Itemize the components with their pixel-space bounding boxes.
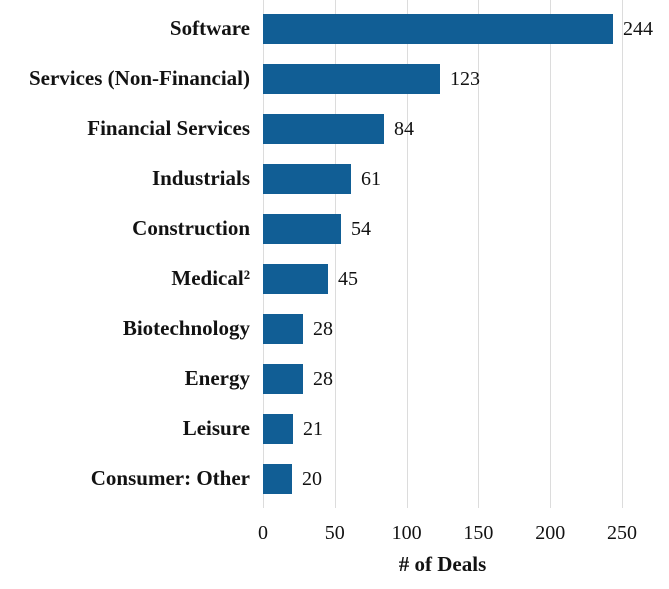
- chart-row: Medical² 45: [0, 254, 669, 304]
- bar: [263, 64, 440, 94]
- plot-cell: 54: [250, 204, 669, 254]
- category-label: Energy: [184, 366, 250, 391]
- chart-row: Industrials 61: [0, 154, 669, 204]
- value-label: 20: [302, 467, 322, 490]
- x-tick-label-150: 150: [463, 522, 494, 544]
- category-label: Medical²: [171, 266, 250, 291]
- gridline-x-150: [478, 0, 480, 508]
- x-tick-label-0: 0: [258, 522, 268, 544]
- plot-cell: 20: [250, 454, 669, 504]
- value-label: 28: [313, 317, 333, 340]
- bar: [263, 164, 351, 194]
- value-label: 84: [394, 117, 414, 140]
- bar: [263, 14, 613, 44]
- chart-row: Energy 28: [0, 354, 669, 404]
- chart-row: Consumer: Other 20: [0, 454, 669, 504]
- gridline-x-250: [622, 0, 623, 508]
- bar: [263, 364, 303, 394]
- plot-cell: 21: [250, 404, 669, 454]
- plot-cell: 244: [250, 4, 669, 54]
- chart-row: Financial Services 84: [0, 104, 669, 154]
- x-tick-label-50: 50: [324, 522, 345, 544]
- category-label: Biotechnology: [122, 316, 250, 341]
- gridline-x-200: [550, 0, 552, 508]
- plot-cell: 84: [250, 104, 669, 154]
- value-label: 45: [338, 267, 358, 290]
- plot-cell: 61: [250, 154, 669, 204]
- x-tick-label-200: 200: [535, 522, 566, 544]
- x-axis-title: # of Deals: [398, 552, 487, 576]
- gridline-x-0: [263, 0, 264, 508]
- plot-area: Software 244 Services (Non-Financial) 123 Fi…: [0, 0, 669, 508]
- plot-cell: 28: [250, 354, 669, 404]
- plot-cell: 28: [250, 304, 669, 354]
- x-tick-label-250: 250: [607, 522, 637, 544]
- category-label: Financial Services: [87, 116, 250, 141]
- bar: [263, 114, 384, 144]
- value-label: 123: [450, 67, 480, 90]
- value-label: 21: [303, 417, 323, 440]
- value-label: 61: [361, 167, 381, 190]
- category-label: Software: [169, 16, 250, 41]
- plot-cell: 45: [250, 254, 669, 304]
- chart-row: Software 244: [0, 4, 669, 54]
- bar: [263, 214, 341, 244]
- value-label: 28: [313, 367, 333, 390]
- category-label: Construction: [132, 216, 250, 241]
- category-label: Consumer: Other: [90, 466, 250, 491]
- x-axis-ticks: 0 50 100 150 200 250: [0, 508, 669, 550]
- bar: [263, 264, 328, 294]
- value-label: 54: [351, 217, 371, 240]
- plot-cell: 123: [250, 54, 669, 104]
- chart-row: Leisure 21: [0, 404, 669, 454]
- category-label: Leisure: [182, 416, 250, 441]
- category-label: Industrials: [151, 166, 250, 191]
- chart-row: Services (Non-Financial) 123: [0, 54, 669, 104]
- gridline-x-50: [334, 0, 336, 508]
- category-label: Services (Non-Financial): [28, 66, 250, 91]
- bar: [263, 464, 292, 494]
- x-tick-label-100: 100: [391, 522, 422, 544]
- bar: [263, 414, 293, 444]
- chart-row: Construction 54: [0, 204, 669, 254]
- gridline-x-100: [406, 0, 408, 508]
- bar: [263, 314, 303, 344]
- value-label: 244: [623, 17, 653, 40]
- chart-row: Biotechnology 28: [0, 304, 669, 354]
